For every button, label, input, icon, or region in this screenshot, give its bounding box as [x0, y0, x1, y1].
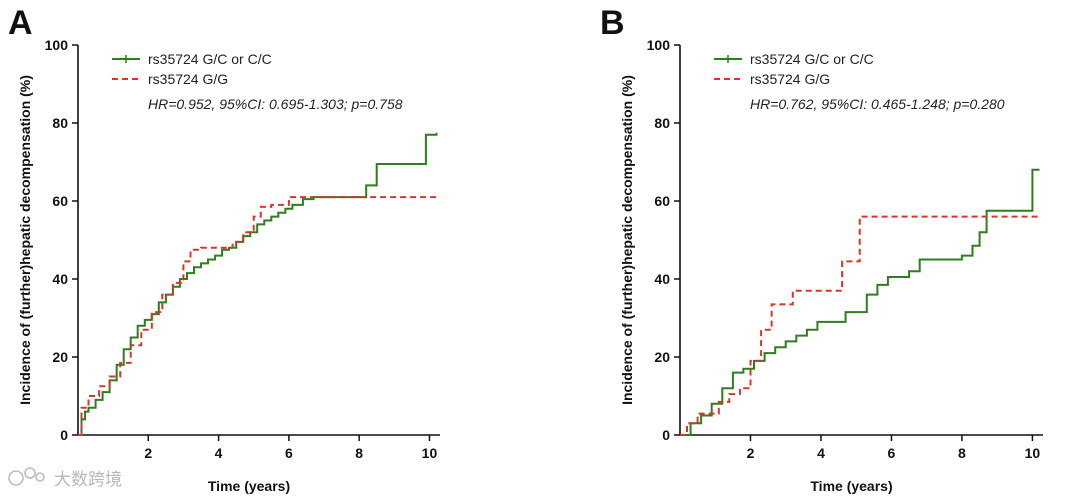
chart-b-x-tick-label-10: 10 — [1025, 445, 1041, 461]
chart-b-series-gg-line — [680, 215, 1040, 436]
chart-b-x-tick-label-6: 6 — [888, 445, 896, 461]
chart-b-y-tick-label-20: 20 — [654, 349, 670, 365]
chart-b-y-tick-label-80: 80 — [654, 115, 670, 131]
panel-letter-b: B — [600, 4, 625, 42]
chart-a-x-tick-label-10: 10 — [422, 445, 438, 461]
chart-b-hr-annotation: HR=0.762, 95%CI: 0.465-1.248; p=0.280 — [750, 96, 1005, 112]
chart-a-x-tick-label-4: 4 — [215, 445, 223, 461]
chart-b-y-tick-label-60: 60 — [654, 193, 670, 209]
chart-a-y-tick-label-60: 60 — [52, 193, 68, 209]
chart-b-x-tick-label-8: 8 — [958, 445, 966, 461]
chart-a-y-tick-label-20: 20 — [52, 349, 68, 365]
chart-b-x-tick-label-2: 2 — [747, 445, 755, 461]
chart-a-series-gc-cc-line — [78, 132, 438, 436]
chart-a-x-tick-label-8: 8 — [355, 445, 363, 461]
chart-b-x-tick-label-4: 4 — [817, 445, 825, 461]
chart-b-y-tick-label-40: 40 — [654, 271, 670, 287]
chart-a-series-gg-line — [78, 196, 437, 436]
chart-a-x-tick-label-2: 2 — [144, 445, 152, 461]
chart-a-x-axis-title: Time (years) — [208, 478, 290, 494]
panel-b: B 0 20 40 60 80 100 2 4 6 8 10 Time (years) Incidenc… — [600, 4, 1043, 494]
chart-b-legend-label-gg: rs35724 G/G — [750, 71, 830, 87]
chart-a-y-tick-label-40: 40 — [52, 271, 68, 287]
chart-b-x-axis-title: Time (years) — [810, 478, 892, 494]
chart-a-hr-annotation: HR=0.952, 95%CI: 0.695-1.303; p=0.758 — [148, 96, 403, 112]
chart-b-y-axis-title: Incidence of (further)hepatic decompensa… — [619, 75, 635, 405]
chart-a-legend-label-gg: rs35724 G/G — [148, 71, 228, 87]
chart-a-y-tick-label-0: 0 — [60, 427, 68, 443]
chart-b-legend-label-gc-cc: rs35724 G/C or C/C — [750, 51, 874, 67]
chart-a-y-axis-title: Incidence of (further)hepatic decompensa… — [17, 75, 33, 405]
chart-b-series-gc-cc-line — [680, 168, 1040, 436]
panel-letter-a: A — [8, 4, 33, 42]
chart-a-legend-label-gc-cc: rs35724 G/C or C/C — [148, 51, 272, 67]
watermark: 大数跨境 — [8, 467, 122, 490]
watermark-logo-icon — [8, 467, 45, 486]
chart-b-y-tick-label-100: 100 — [647, 37, 671, 53]
chart-a-y-tick-label-80: 80 — [52, 115, 68, 131]
watermark-text: 大数跨境 — [54, 470, 122, 490]
chart-a-x-tick-label-6: 6 — [285, 445, 293, 461]
chart-a-y-tick-label-100: 100 — [45, 37, 69, 53]
panel-a: A 0 20 40 60 80 100 2 4 6 8 10 Time (years) Incidenc… — [8, 4, 440, 494]
chart-b-y-tick-label-0: 0 — [662, 427, 670, 443]
